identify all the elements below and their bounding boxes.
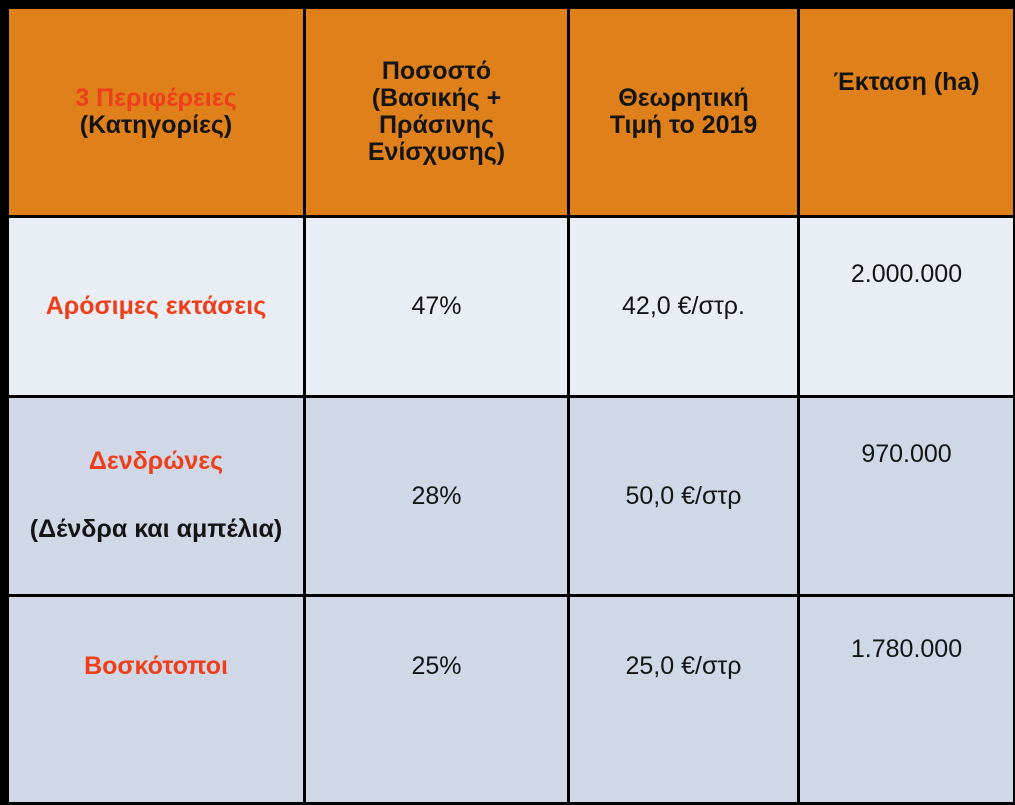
category-cell: Βοσκότοποι	[6, 594, 306, 805]
share-cell: 47%	[303, 215, 570, 398]
header-cell: Θεωρητική Τιμή το 2019	[567, 6, 800, 218]
price-cell: 50,0 €/στρ	[567, 395, 800, 597]
row: Βοσκότοποι 25% 25,0 €/στρ 1.780.000	[6, 594, 1015, 805]
page: 3 Περιφέρειες (Κατηγορίες) Ποσοστό (Βασι…	[6, 6, 1015, 805]
header-cell: 3 Περιφέρειες (Κατηγορίες)	[6, 6, 306, 218]
header-label: Ποσοστό (Βασικής + Πράσινης Ενίσχυσης)	[367, 57, 506, 166]
header-cell: Έκταση (ha)	[797, 6, 1015, 218]
category-cell: Δενδρώνες (Δένδρα και αμπέλια)	[6, 395, 306, 597]
table-container: 3 Περιφέρειες (Κατηγορίες) Ποσοστό (Βασι…	[6, 6, 1015, 805]
row: Δενδρώνες (Δένδρα και αμπέλια) 28% 50,0 …	[6, 395, 1015, 597]
share-cell: 25%	[303, 594, 570, 805]
price-cell: 25,0 €/στρ	[567, 594, 800, 805]
area-cell: 970.000	[797, 395, 1015, 597]
header-label: Έκταση (ha)	[833, 68, 980, 96]
header-row: 3 Περιφέρειες (Κατηγορίες) Ποσοστό (Βασι…	[6, 6, 1015, 218]
row: Αρόσιμες εκτάσεις 47% 42,0 €/στρ. 2.000.…	[6, 215, 1015, 398]
header-title: 3 Περιφέρειες	[75, 84, 237, 112]
header-cell: Ποσοστό (Βασικής + Πράσινης Ενίσχυσης)	[303, 6, 570, 218]
header-label: Θεωρητική Τιμή το 2019	[609, 84, 758, 139]
share-cell: 28%	[303, 395, 570, 597]
table: 3 Περιφέρειες (Κατηγορίες) Ποσοστό (Βασι…	[6, 6, 1015, 805]
header-subtitle: (Κατηγορίες)	[79, 111, 233, 139]
area-cell: 1.780.000	[797, 594, 1015, 805]
category-name: Δενδρώνες	[88, 447, 224, 475]
category-detail: (Δένδρα και αμπέλια)	[29, 515, 283, 543]
area-cell: 2.000.000	[797, 215, 1015, 398]
price-cell: 42,0 €/στρ.	[567, 215, 800, 398]
category-cell: Αρόσιμες εκτάσεις	[6, 215, 306, 398]
